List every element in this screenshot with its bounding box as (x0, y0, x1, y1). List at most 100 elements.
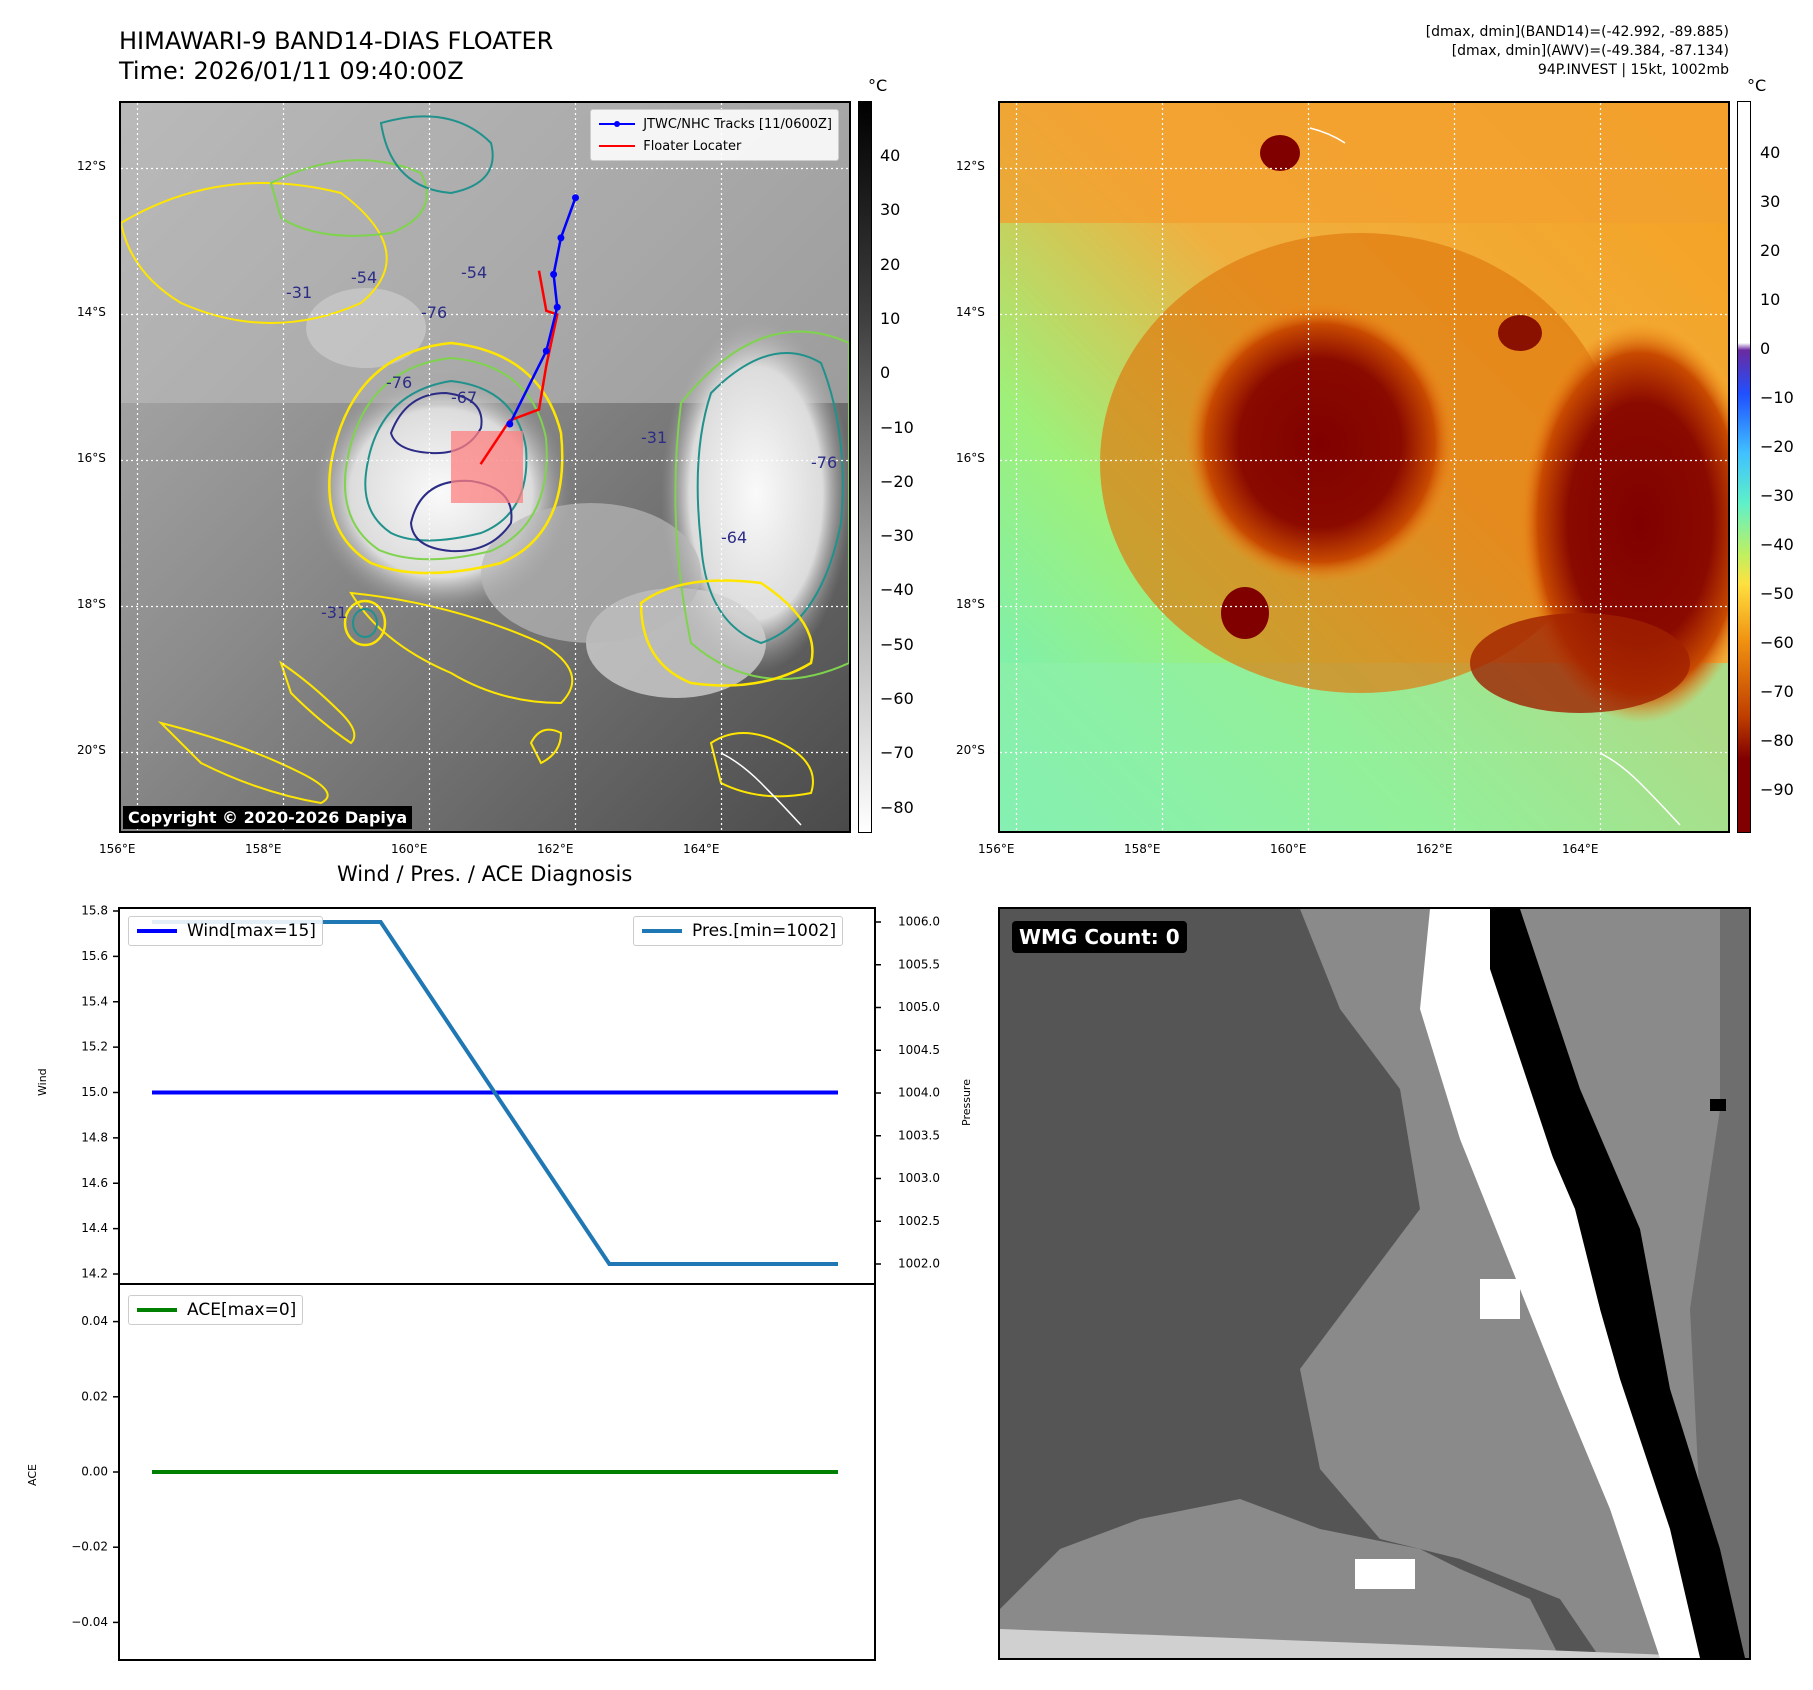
pressure-tick-label: 1002.5 (898, 1214, 940, 1228)
right-colorbar (1737, 101, 1751, 833)
right-lon-tick: 160°E (1270, 842, 1307, 856)
right-colorbar-tick: −80 (1760, 731, 1794, 750)
track-legend-label: JTWC/NHC Tracks [11/0600Z] (643, 116, 832, 132)
right-colorbar-tick: −70 (1760, 682, 1794, 701)
wind-legend-icon (137, 929, 177, 933)
ace-legend: ACE[max=0] (128, 1295, 304, 1325)
map-legend: JTWC/NHC Tracks [11/0600Z] Floater Locat… (590, 109, 839, 161)
track-point (542, 347, 550, 355)
wind-tick-label: 15.0 (81, 1085, 108, 1099)
locater-legend-label: Floater Locater (643, 138, 742, 154)
contour-label: -31 (321, 603, 347, 622)
left-colorbar-tick: 10 (880, 308, 901, 328)
pressure-tick-label: 1003.5 (898, 1128, 940, 1142)
track-point (557, 234, 565, 242)
locater-legend-icon (599, 145, 636, 147)
right-colorbar-tick: −90 (1760, 780, 1794, 799)
wind-tick-label: 15.6 (81, 949, 108, 963)
right-lat-tick: 16°S (956, 451, 985, 465)
contour-label: -67 (451, 388, 477, 407)
right-colorbar-tick: −10 (1760, 388, 1794, 407)
ir-map-panel: -76 -76 -67 -54 -54 -31 -31 -76 -64 -31 JTWC/NHC … (119, 101, 851, 833)
wmg-image (1000, 909, 1749, 1658)
left-colorbar-tick: −10 (880, 417, 914, 437)
wind-legend: Wind[max=15] (128, 916, 323, 946)
track-point (506, 420, 514, 428)
right-colorbar-tick: 30 (1760, 192, 1781, 211)
pressure-tick-label: 1002.0 (898, 1257, 940, 1271)
right-colorbar-tick: 0 (1760, 339, 1771, 358)
right-lon-tick: 158°E (1124, 842, 1161, 856)
wind-tick-label: 14.8 (81, 1130, 108, 1144)
color-ir-image (1000, 103, 1728, 831)
copyright: Copyright © 2020-2026 Dapiya (123, 806, 413, 829)
right-lon-tick: 164°E (1562, 842, 1599, 856)
contour-label: -76 (811, 453, 837, 472)
left-lon-tick: 158°E (245, 842, 282, 856)
ace-legend-label: ACE[max=0] (187, 1300, 297, 1320)
wind-tick-label: 15.4 (81, 994, 108, 1008)
ace-tick-label: −0.02 (71, 1540, 108, 1554)
wmg-panel: WMG Count: 0 (998, 907, 1751, 1660)
contour-label: -31 (641, 428, 667, 447)
jtwc-track-line (508, 197, 577, 425)
left-lon-tick: 156°E (99, 842, 136, 856)
ace-tick-label: 0.02 (81, 1389, 108, 1403)
left-colorbar-unit: °C (868, 76, 888, 95)
pressure-tick-label: 1004.0 (898, 1086, 940, 1100)
wind-tick-label: 14.6 (81, 1176, 108, 1190)
left-lon-tick: 164°E (683, 842, 720, 856)
ace-tick-label: 0.04 (81, 1314, 108, 1328)
left-lat-tick: 18°S (77, 597, 106, 611)
contour-label: -76 (421, 303, 447, 322)
right-colorbar-tick: −60 (1760, 633, 1794, 652)
right-lat-tick: 12°S (956, 159, 985, 173)
track-point (572, 194, 579, 202)
left-lat-tick: 20°S (77, 743, 106, 757)
left-colorbar-tick: −30 (880, 526, 914, 546)
left-colorbar-tick: 20 (880, 254, 901, 274)
right-colorbar-tick: −20 (1760, 437, 1794, 456)
left-colorbar-tick: −80 (880, 797, 914, 817)
pressure-legend-label: Pres.[min=1002] (692, 921, 837, 941)
left-lon-tick: 162°E (537, 842, 574, 856)
diag-storm: 94P.INVEST | 15kt, 1002mb (1537, 62, 1729, 78)
wind-legend-label: Wind[max=15] (187, 921, 316, 941)
floater-box (451, 431, 523, 503)
left-colorbar (858, 101, 872, 833)
right-lat-tick: 20°S (956, 743, 985, 757)
pressure-legend: Pres.[min=1002] (633, 916, 844, 946)
ace-legend-icon (137, 1308, 177, 1312)
left-lat-tick: 12°S (77, 159, 106, 173)
floater-locater-line (479, 270, 559, 465)
figure-time: Time: 2026/01/11 09:40:00Z (119, 57, 464, 85)
right-lat-tick: 14°S (956, 305, 985, 319)
diagnosis-title: Wind / Pres. / ACE Diagnosis (337, 862, 633, 886)
left-colorbar-tick: 30 (880, 200, 901, 220)
pressure-tick-label: 1006.0 (898, 915, 940, 929)
right-colorbar-tick: −40 (1760, 535, 1794, 554)
track-legend-icon (599, 121, 636, 127)
right-colorbar-tick: −30 (1760, 486, 1794, 505)
wind-tick-label: 15.8 (81, 904, 108, 918)
pressure-tick-label: 1003.0 (898, 1171, 940, 1185)
contour-label: -54 (461, 263, 487, 282)
contour-label: -31 (286, 283, 312, 302)
diag-band14: [dmax, dmin](BAND14)=(-42.992, -89.885) (1425, 24, 1729, 40)
right-colorbar-tick: −50 (1760, 584, 1794, 603)
left-lat-tick: 14°S (77, 305, 106, 319)
color-ir-panel (998, 101, 1730, 833)
pressure-tick-label: 1005.0 (898, 1000, 940, 1014)
right-colorbar-tick: 40 (1760, 143, 1781, 162)
left-colorbar-tick: −60 (880, 689, 914, 708)
right-colorbar-unit: °C (1747, 76, 1767, 95)
left-colorbar-tick: −40 (880, 580, 914, 600)
left-colorbar-tick: −50 (880, 634, 914, 654)
pressure-tick-label: 1004.5 (898, 1043, 940, 1057)
diag-awv: [dmax, dmin](AWV)=(-49.384, -87.134) (1451, 43, 1729, 59)
left-lat-tick: 16°S (77, 451, 106, 465)
contour-label: -54 (351, 268, 377, 287)
right-colorbar-tick: 10 (1760, 290, 1781, 309)
contour-label: -76 (386, 373, 412, 392)
right-lat-tick: 18°S (956, 597, 985, 611)
